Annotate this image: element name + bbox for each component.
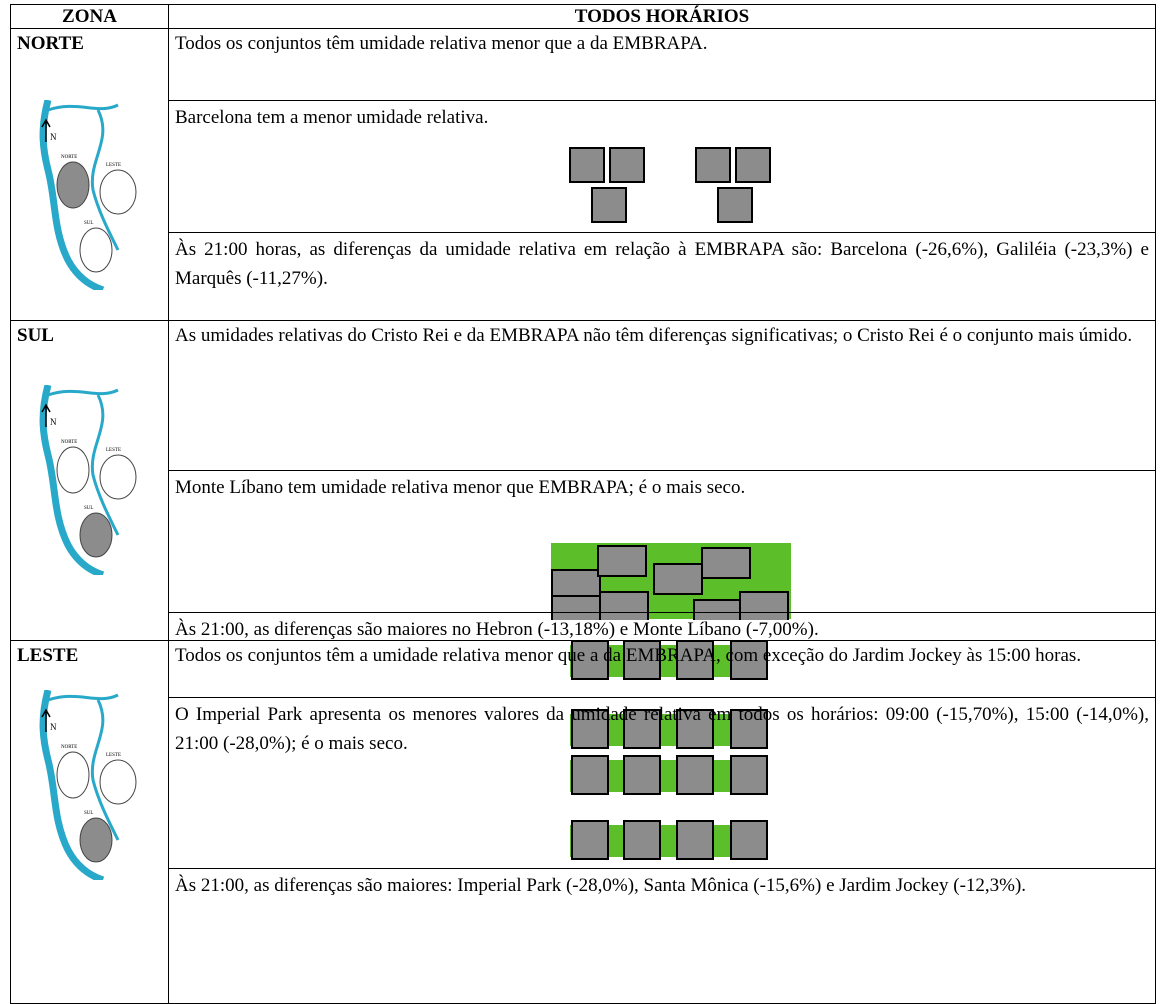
map-zone bbox=[79, 227, 113, 273]
north-label: N bbox=[50, 417, 57, 427]
map-zone-label: SUL bbox=[84, 506, 93, 511]
map-zone-label: SUL bbox=[84, 811, 93, 816]
north-arrow bbox=[41, 708, 51, 732]
building bbox=[730, 820, 768, 860]
text-cell: Todos os conjuntos têm a umidade relativ… bbox=[168, 640, 1156, 698]
north-label: N bbox=[50, 132, 57, 142]
map-zone bbox=[79, 512, 113, 558]
building bbox=[571, 640, 609, 680]
building bbox=[739, 591, 789, 620]
building bbox=[597, 545, 647, 577]
river bbox=[47, 103, 120, 251]
building bbox=[730, 709, 768, 749]
map-zone bbox=[99, 759, 137, 805]
header-zone: ZONA bbox=[10, 4, 169, 29]
text-cell: O Imperial Park apresenta os menores val… bbox=[168, 697, 1156, 869]
diagram bbox=[570, 755, 768, 860]
river bbox=[47, 388, 120, 536]
building bbox=[676, 820, 714, 860]
text-cell: Às 21:00, as diferenças são maiores no H… bbox=[168, 612, 1156, 641]
north-label: N bbox=[50, 722, 57, 732]
north-arrow bbox=[41, 118, 51, 142]
building bbox=[571, 709, 609, 749]
building bbox=[599, 591, 649, 620]
map-zone bbox=[79, 817, 113, 863]
map-zone bbox=[56, 161, 90, 209]
north-arrow bbox=[41, 403, 51, 427]
building bbox=[653, 563, 703, 595]
river bbox=[39, 690, 105, 880]
map-zone-label: NORTE bbox=[61, 155, 77, 160]
building bbox=[551, 595, 601, 620]
map-zone bbox=[56, 446, 90, 494]
building bbox=[695, 147, 731, 183]
building bbox=[623, 640, 661, 680]
building bbox=[609, 147, 645, 183]
building bbox=[676, 709, 714, 749]
map-zone-label: LESTE bbox=[106, 753, 121, 758]
building bbox=[735, 147, 771, 183]
zone-map: N NORTE LESTE SUL bbox=[39, 690, 137, 880]
map-zone-label: NORTE bbox=[61, 745, 77, 750]
text-cell: Às 21:00 horas, as diferenças da umidade… bbox=[168, 232, 1156, 321]
building bbox=[623, 820, 661, 860]
diagram bbox=[570, 640, 768, 749]
text-cell: Às 21:00, as diferenças são maiores: Imp… bbox=[168, 868, 1156, 1004]
text-cell: As umidades relativas do Cristo Rei e da… bbox=[168, 320, 1156, 471]
zone-map: N NORTE LESTE SUL bbox=[39, 100, 137, 290]
building bbox=[623, 709, 661, 749]
building bbox=[591, 187, 627, 223]
header-schedule: TODOS HORÁRIOS bbox=[168, 4, 1156, 29]
building bbox=[730, 755, 768, 795]
diagram bbox=[551, 543, 791, 620]
building bbox=[717, 187, 753, 223]
map-zone-label: NORTE bbox=[61, 440, 77, 445]
building bbox=[569, 147, 605, 183]
river bbox=[39, 385, 105, 575]
building bbox=[676, 755, 714, 795]
map-zone bbox=[56, 751, 90, 799]
building bbox=[623, 755, 661, 795]
river bbox=[39, 100, 105, 290]
map-zone bbox=[99, 454, 137, 500]
map-zone-label: LESTE bbox=[106, 163, 121, 168]
river bbox=[47, 693, 120, 841]
map-zone bbox=[99, 169, 137, 215]
building bbox=[730, 640, 768, 680]
text-cell: Todos os conjuntos têm umidade relativa … bbox=[168, 28, 1156, 101]
diagram bbox=[569, 147, 771, 223]
zone-map: N NORTE LESTE SUL bbox=[39, 385, 137, 575]
building bbox=[676, 640, 714, 680]
map-zone-label: LESTE bbox=[106, 448, 121, 453]
building bbox=[701, 547, 751, 579]
building bbox=[571, 755, 609, 795]
map-zone-label: SUL bbox=[84, 221, 93, 226]
building bbox=[571, 820, 609, 860]
